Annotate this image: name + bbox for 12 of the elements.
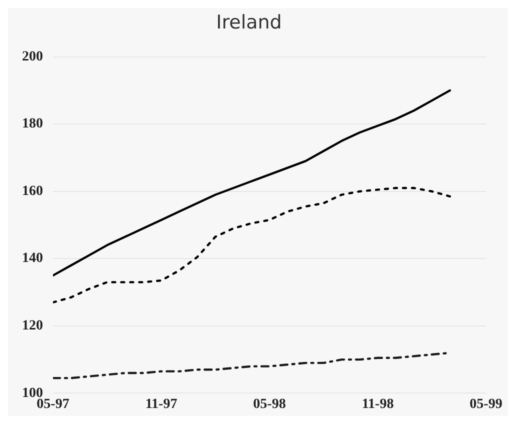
y-tick-label: 200	[22, 49, 43, 64]
x-tick-label: 11-97	[145, 397, 178, 412]
x-tick-label: 11-98	[362, 397, 394, 412]
x-tick-label: 05-98	[253, 397, 286, 412]
y-tick-label: 140	[22, 251, 43, 266]
x-tick-label: 05-99	[470, 397, 502, 412]
chart-title: Ireland	[216, 11, 282, 34]
line-series	[53, 186, 452, 304]
x-tick-label: 05-97	[36, 397, 70, 412]
y-tick-label: 180	[22, 116, 43, 132]
y-tick-label: 120	[22, 318, 43, 334]
y-tick-label: 160	[22, 184, 43, 199]
